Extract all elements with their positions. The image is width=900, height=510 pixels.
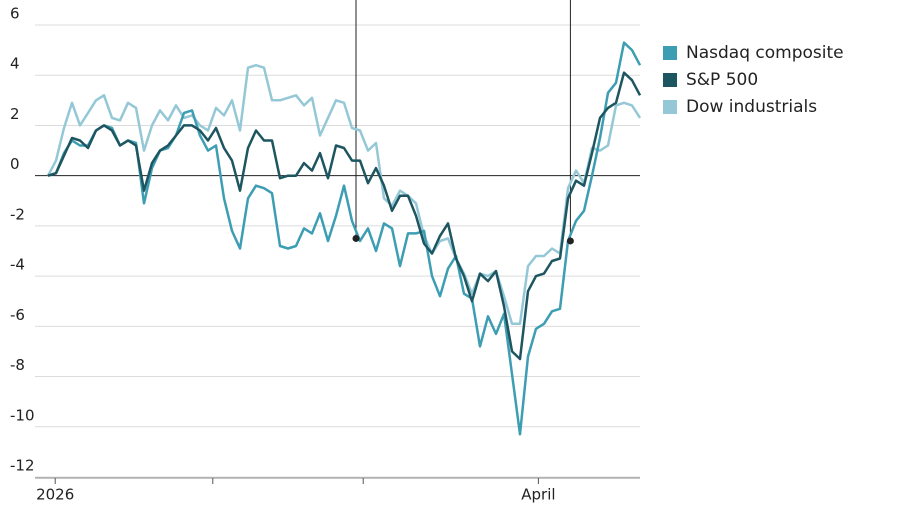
marker-dot <box>352 234 360 242</box>
legend-label: Dow industrials <box>686 97 817 117</box>
y-tick-label: -10 <box>10 406 35 424</box>
y-tick-label: -4 <box>10 256 25 274</box>
series-line <box>47 41 642 436</box>
y-tick-label: -8 <box>10 356 25 374</box>
y-tick-label: -12 <box>10 457 35 475</box>
legend-swatch <box>663 73 677 87</box>
x-tick-label: 2026 <box>36 486 74 504</box>
y-tick-label: 2 <box>10 105 20 123</box>
series-line <box>47 71 642 361</box>
legend-label: Nasdaq composite <box>686 43 844 63</box>
y-tick-label: 0 <box>10 155 20 173</box>
x-tick-label: April <box>521 486 555 504</box>
y-tick-label: 6 <box>10 5 20 23</box>
y-tick-label: -6 <box>10 306 25 324</box>
legend-swatch <box>663 100 677 114</box>
y-tick-label: -2 <box>10 205 25 223</box>
legend-label: S&P 500 <box>686 70 758 90</box>
marker-dot <box>566 237 574 245</box>
y-tick-label: 4 <box>10 55 20 73</box>
legend-swatch <box>663 46 677 60</box>
series-line <box>46 63 642 326</box>
